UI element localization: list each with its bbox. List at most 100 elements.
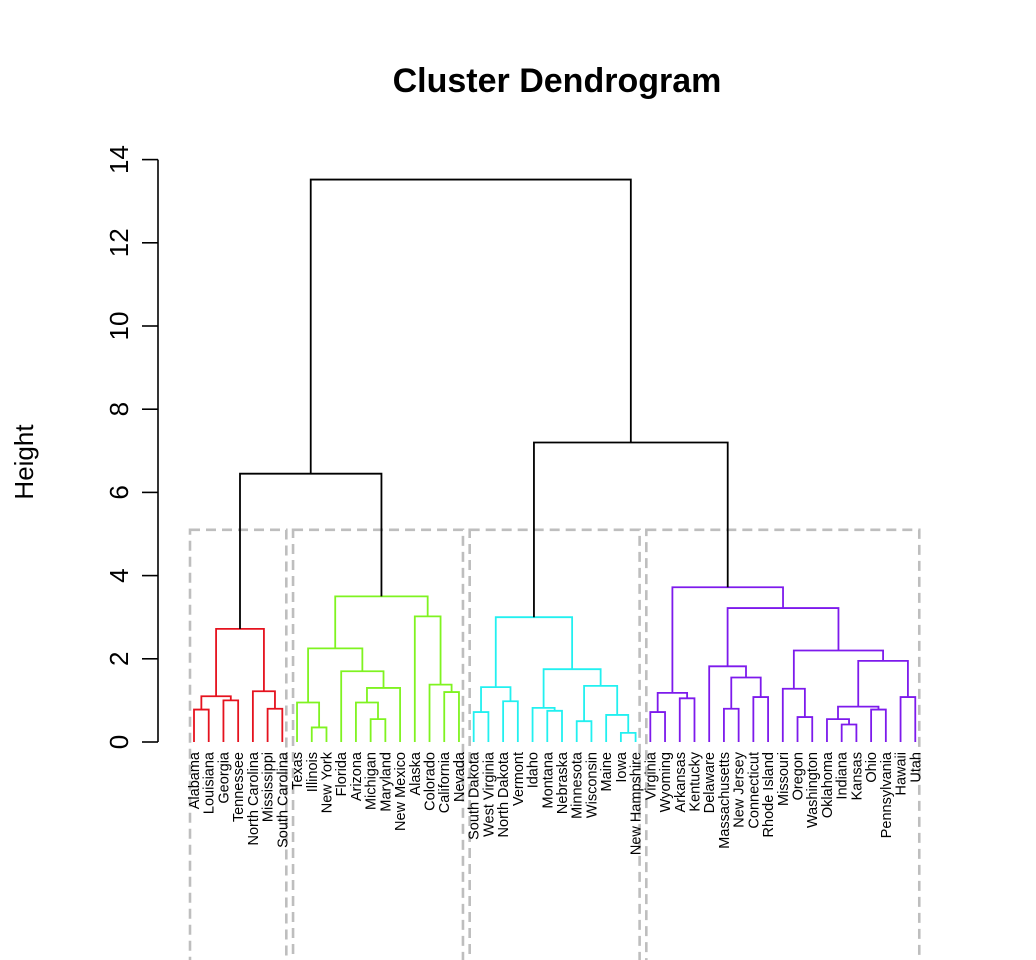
y-tick-label: 0 bbox=[104, 735, 134, 749]
dendrogram-merge bbox=[656, 692, 689, 713]
dendrogram-merge bbox=[239, 472, 383, 629]
leaf-label: Kentucky bbox=[687, 751, 703, 811]
dendrogram-merge bbox=[215, 627, 265, 697]
leaf-label: Maryland bbox=[378, 752, 394, 812]
dendrogram-merge bbox=[266, 707, 284, 742]
leaf-label: Nevada bbox=[452, 751, 468, 802]
leaf-label: Georgia bbox=[216, 751, 232, 804]
leaf-label: Missouri bbox=[776, 752, 792, 806]
dendrogram-merge bbox=[575, 720, 593, 742]
dendrogram-merge bbox=[619, 731, 637, 742]
dendrogram-merge bbox=[369, 718, 387, 742]
dendrogram-merge bbox=[605, 714, 630, 742]
leaf-label: South Carolina bbox=[275, 751, 291, 848]
dendrogram-merge bbox=[583, 684, 619, 722]
leaf-label: Wyoming bbox=[658, 752, 674, 812]
dendrogram-merge bbox=[443, 691, 460, 742]
leaf-label: California bbox=[437, 751, 453, 813]
cut-boxes bbox=[188, 528, 921, 960]
dendrogram-merge bbox=[531, 706, 556, 742]
dendrogram-merge bbox=[752, 696, 769, 742]
leaf-label: Vermont bbox=[511, 752, 527, 806]
dendrogram-merge bbox=[723, 707, 740, 742]
cluster-cut-box bbox=[291, 528, 465, 960]
leaf-label: Florida bbox=[334, 751, 350, 796]
leaf-label: Indiana bbox=[835, 751, 851, 800]
leaf-label: Utah bbox=[908, 752, 924, 783]
cluster-cut-box bbox=[188, 528, 288, 960]
dendrogram-merge bbox=[480, 686, 512, 713]
dendrogram-merge bbox=[502, 700, 519, 742]
y-tick-label: 2 bbox=[104, 652, 134, 666]
dendrogram-merge bbox=[649, 711, 666, 742]
dendrogram-merge bbox=[307, 647, 364, 703]
leaf-label: Idaho bbox=[526, 752, 542, 788]
leaf-label: Massachusetts bbox=[717, 752, 733, 849]
dendrogram-merge bbox=[546, 709, 563, 742]
leaf-label: Michigan bbox=[364, 752, 380, 810]
dendrogram-merge bbox=[796, 716, 814, 742]
y-tick-label: 12 bbox=[104, 228, 134, 257]
leaf-label: Texas bbox=[290, 752, 306, 790]
dendrogram-merge bbox=[413, 615, 442, 742]
dendrogram-merge bbox=[222, 699, 240, 742]
y-axis-label: Height bbox=[9, 424, 39, 500]
cluster-cut-box bbox=[645, 528, 921, 960]
dendrogram-merge bbox=[472, 711, 490, 742]
dendrogram-merge bbox=[251, 690, 276, 742]
leaf-label: Tennessee bbox=[231, 752, 247, 822]
dendrogram-merge bbox=[899, 696, 917, 742]
leaf-label: Nebraska bbox=[555, 751, 571, 814]
dendrogram-merge bbox=[310, 726, 328, 742]
y-tick-label: 10 bbox=[104, 312, 134, 341]
leaf-label: Illinois bbox=[305, 752, 321, 792]
dendrogram-merge bbox=[870, 708, 887, 742]
dendrogram-merge bbox=[355, 701, 379, 742]
leaf-label: New Mexico bbox=[393, 752, 409, 831]
leaf-label: Wisconsin bbox=[584, 752, 600, 818]
dendrogram-merge bbox=[678, 697, 696, 742]
leaf-label: West Virginia bbox=[481, 751, 497, 837]
leaf-label: Alaska bbox=[408, 751, 424, 795]
y-tick-label: 6 bbox=[104, 485, 134, 499]
y-axis: 0 2 4 6 8 10 12 14 bbox=[104, 145, 159, 749]
dendrogram-merge bbox=[726, 607, 840, 667]
dendrogram-merge bbox=[296, 701, 321, 742]
dendrogram-merge bbox=[193, 708, 210, 742]
leaf-label: Oklahoma bbox=[820, 751, 836, 818]
dendrogram-merge bbox=[730, 676, 762, 709]
dendrogram-merge bbox=[840, 723, 858, 742]
leaf-label: Ohio bbox=[864, 752, 880, 783]
leaf-label: Maine bbox=[599, 752, 615, 792]
leaf-label: Connecticut bbox=[746, 752, 762, 829]
leaf-label: Hawaii bbox=[894, 752, 910, 796]
leaf-label: North Carolina bbox=[246, 751, 262, 845]
leaf-label: New Jersey bbox=[732, 751, 748, 827]
dendrogram-merge bbox=[837, 705, 880, 720]
dendrogram-merge bbox=[542, 668, 602, 708]
leaf-label: Iowa bbox=[614, 751, 630, 783]
leaf-label: North Dakota bbox=[496, 751, 512, 837]
dendrogram-merge bbox=[200, 695, 232, 710]
leaf-label: Arkansas bbox=[673, 752, 689, 812]
leaf-label: Oregon bbox=[791, 752, 807, 800]
leaf-label: Colorado bbox=[423, 752, 439, 811]
leaf-label: Minnesota bbox=[570, 751, 586, 819]
leaf-label: New Hampshire bbox=[629, 752, 645, 855]
y-tick-label: 4 bbox=[104, 568, 134, 582]
dendrogram-branches bbox=[193, 178, 917, 742]
dendrogram-merge bbox=[494, 616, 574, 688]
dendrogram-merge bbox=[428, 683, 453, 742]
leaf-label: Rhode Island bbox=[761, 752, 777, 837]
leaf-label: Mississippi bbox=[261, 752, 277, 822]
cluster-cut-box bbox=[468, 528, 641, 960]
dendrogram-merge bbox=[826, 718, 850, 742]
leaf-label: Pennsylvania bbox=[879, 751, 895, 838]
leaf-label: Kansas bbox=[849, 752, 865, 800]
dendrogram-merge bbox=[366, 687, 401, 742]
leaf-label: Alabama bbox=[187, 751, 203, 809]
dendrogram-merge bbox=[334, 595, 429, 649]
leaf-label: Montana bbox=[540, 751, 556, 808]
